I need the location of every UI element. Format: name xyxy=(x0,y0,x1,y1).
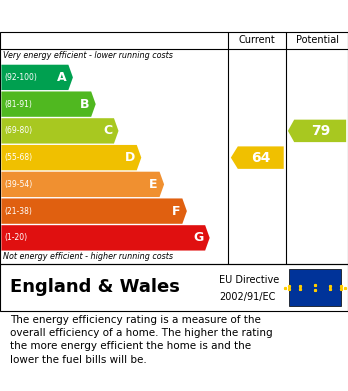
Bar xyxy=(289,269,341,306)
Text: The energy efficiency rating is a measure of the
overall efficiency of a home. T: The energy efficiency rating is a measur… xyxy=(10,315,273,364)
Text: England & Wales: England & Wales xyxy=(10,278,180,296)
Text: 64: 64 xyxy=(251,151,270,165)
Text: EU Directive: EU Directive xyxy=(219,275,279,285)
Text: 79: 79 xyxy=(311,124,330,138)
Text: D: D xyxy=(125,151,135,164)
Polygon shape xyxy=(1,225,209,251)
Text: Current: Current xyxy=(239,36,275,45)
Polygon shape xyxy=(1,118,118,143)
Polygon shape xyxy=(231,146,284,169)
Text: (1-20): (1-20) xyxy=(5,233,28,242)
Polygon shape xyxy=(1,91,96,117)
Text: 2002/91/EC: 2002/91/EC xyxy=(219,292,276,302)
Text: E: E xyxy=(149,178,158,191)
Text: G: G xyxy=(193,231,203,244)
Polygon shape xyxy=(1,199,187,224)
Text: Not energy efficient - higher running costs: Not energy efficient - higher running co… xyxy=(3,253,174,262)
Polygon shape xyxy=(1,172,164,197)
Text: C: C xyxy=(103,124,112,137)
Polygon shape xyxy=(1,145,141,170)
Polygon shape xyxy=(288,120,346,142)
Text: A: A xyxy=(57,71,66,84)
Text: (81-91): (81-91) xyxy=(5,100,33,109)
Text: (92-100): (92-100) xyxy=(5,73,38,82)
Text: (69-80): (69-80) xyxy=(5,126,33,135)
Text: (55-68): (55-68) xyxy=(5,153,33,162)
Polygon shape xyxy=(1,65,73,90)
Text: B: B xyxy=(80,98,89,111)
Text: Very energy efficient - lower running costs: Very energy efficient - lower running co… xyxy=(3,51,173,60)
Text: Potential: Potential xyxy=(295,36,339,45)
Text: F: F xyxy=(172,204,181,218)
Text: Energy Efficiency Rating: Energy Efficiency Rating xyxy=(10,9,220,23)
Text: (39-54): (39-54) xyxy=(5,180,33,189)
Text: (21-38): (21-38) xyxy=(5,206,33,215)
